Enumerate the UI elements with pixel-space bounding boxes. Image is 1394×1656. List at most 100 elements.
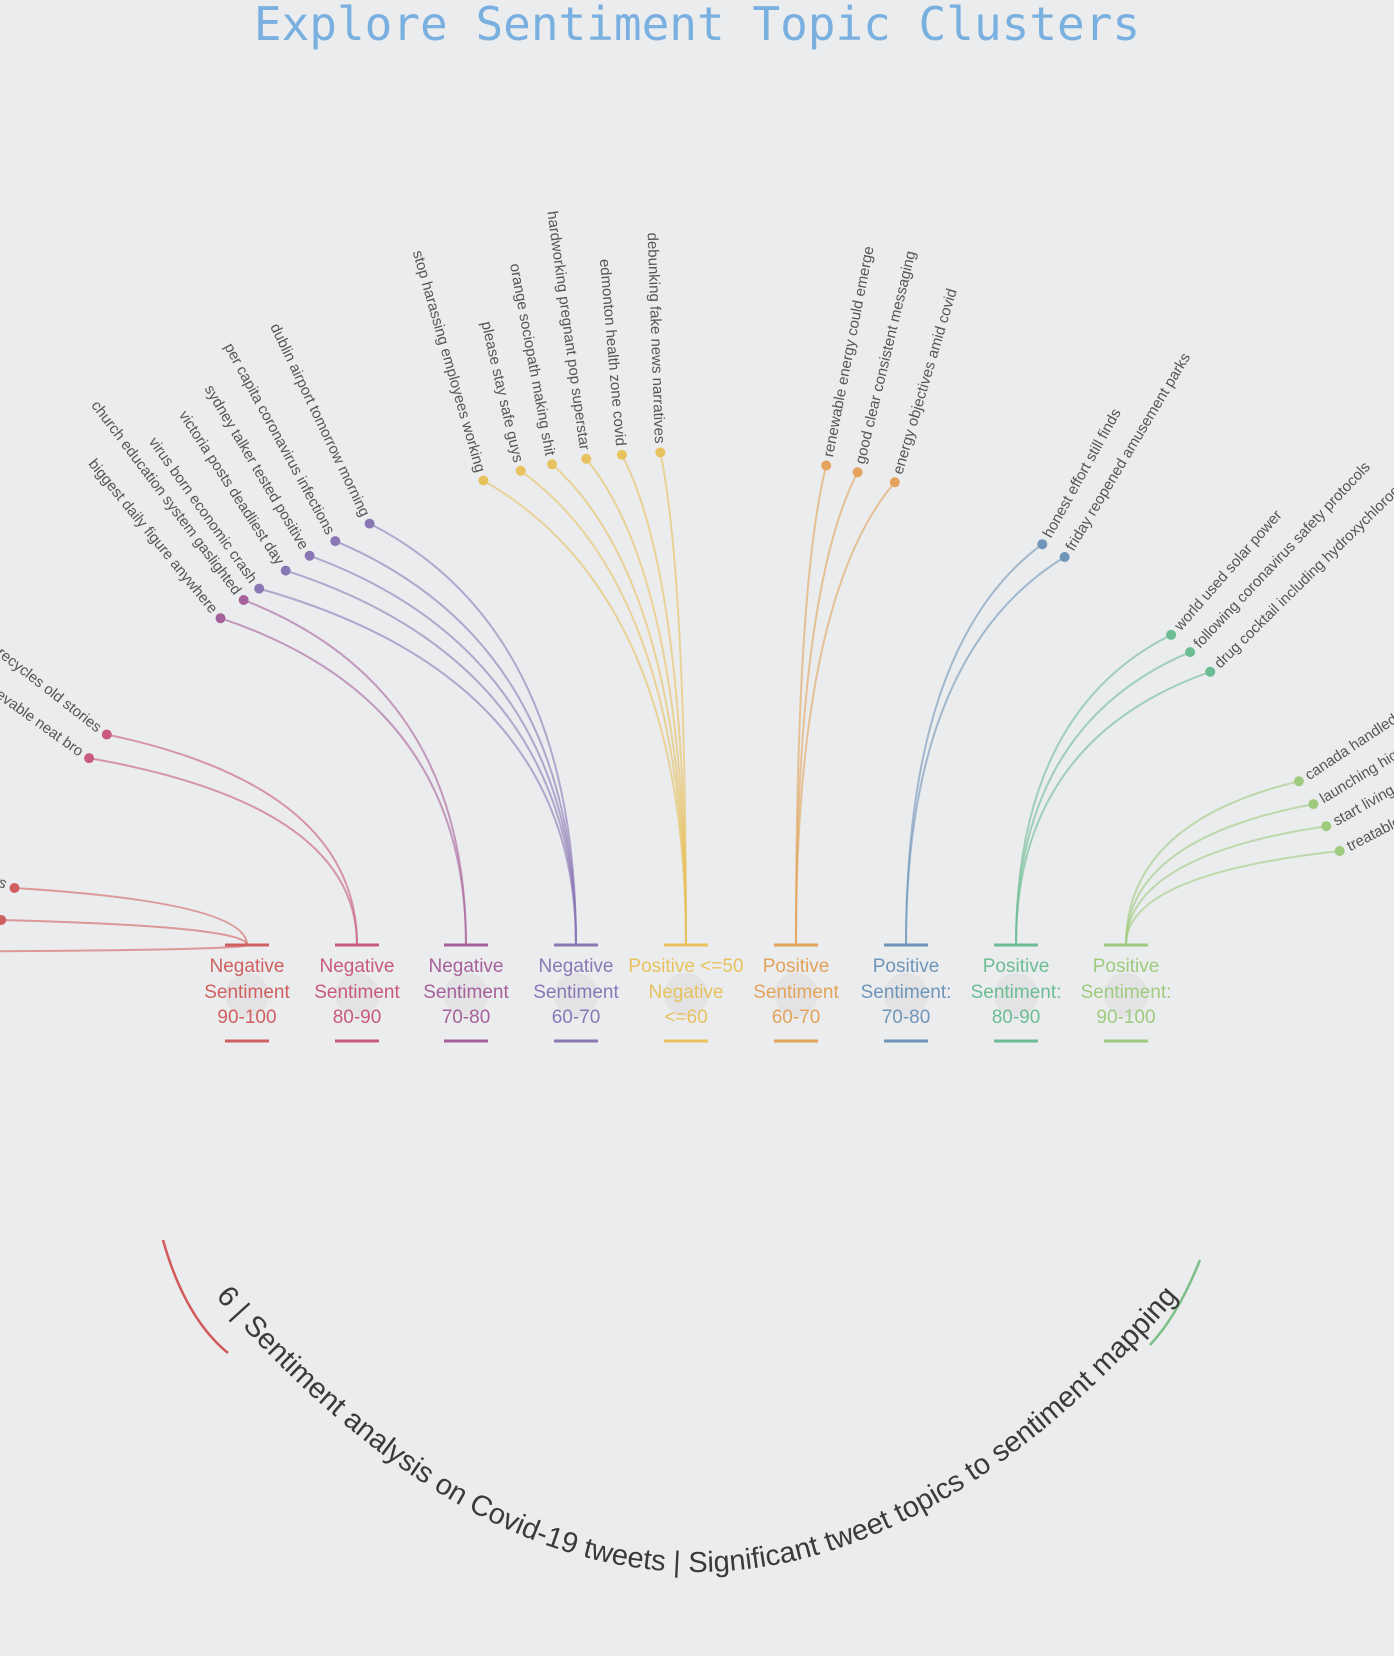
cluster-halo xyxy=(554,973,598,1017)
cluster-neg-80-90: media recycles old storiesepidemic unbel… xyxy=(0,616,400,1043)
topic-connector xyxy=(1015,670,1211,946)
topic-dot[interactable] xyxy=(547,459,558,470)
topic-dot[interactable] xyxy=(1334,846,1345,856)
cluster-label-line: Sentiment xyxy=(533,982,619,1003)
topic-connector xyxy=(795,465,828,946)
page-title: Explore Sentiment Topic Clusters xyxy=(254,0,1140,51)
topic-dot[interactable] xyxy=(1166,629,1177,640)
cluster-label-line: Positive xyxy=(1093,956,1160,977)
cluster-halo xyxy=(884,973,928,1017)
topic-label[interactable]: please stay safe guys xyxy=(477,320,526,464)
topic-dot[interactable] xyxy=(852,467,863,478)
cluster-label-line: Sentiment: xyxy=(1081,982,1172,1003)
topic-dot[interactable] xyxy=(655,447,666,458)
topic-dot[interactable] xyxy=(1308,799,1319,810)
cluster-label-line: 80-90 xyxy=(992,1007,1041,1028)
topic-dot[interactable] xyxy=(254,583,265,594)
topic-connector xyxy=(905,556,1066,946)
topic-dot[interactable] xyxy=(238,595,249,605)
topic-connector xyxy=(795,471,859,946)
topic-connector xyxy=(285,569,577,946)
topic-dot[interactable] xyxy=(1059,552,1070,562)
topic-dot[interactable] xyxy=(515,465,526,476)
topic-dot[interactable] xyxy=(304,550,315,561)
topic-dot[interactable] xyxy=(889,477,900,488)
cluster-neg-70-80: church education system gaslightedbigges… xyxy=(85,398,509,1043)
topic-dot[interactable] xyxy=(1321,821,1332,832)
topic-connector xyxy=(520,469,687,946)
topic-connector xyxy=(905,543,1043,946)
topic-connector xyxy=(258,587,577,946)
cluster-label-line: Positive xyxy=(983,956,1050,977)
topic-connector xyxy=(1125,850,1340,946)
topic-dot[interactable] xyxy=(821,460,832,471)
cluster-label-line: 70-80 xyxy=(882,1007,931,1028)
cluster-halo xyxy=(664,973,708,1017)
topic-connector xyxy=(14,887,248,946)
cluster-label-line: Sentiment: xyxy=(971,982,1062,1003)
topic-dot[interactable] xyxy=(101,729,112,740)
topic-dot[interactable] xyxy=(616,449,627,460)
cluster-label-line: Sentiment xyxy=(204,982,290,1003)
cluster-halo xyxy=(225,973,269,1017)
topic-label[interactable]: dublin airport tomorrow morning xyxy=(266,321,373,519)
cluster-label-line: Sentiment xyxy=(423,982,509,1003)
topic-label[interactable]: stop harassing employees working xyxy=(409,248,489,474)
topic-connector xyxy=(1015,651,1191,946)
topic-connector xyxy=(0,944,248,953)
cluster-neg-90-100: russians kill american soldiersletting c… xyxy=(0,796,290,1043)
topic-label[interactable]: media recycles old stories xyxy=(0,616,105,736)
cluster-label-line: 90-100 xyxy=(217,1007,276,1028)
cluster-halo xyxy=(774,973,818,1017)
cluster-label-line: 70-80 xyxy=(442,1007,491,1028)
topic-dot[interactable] xyxy=(1293,776,1304,787)
topic-dot[interactable] xyxy=(581,453,592,464)
cluster-label-line: 80-90 xyxy=(333,1007,382,1028)
topic-connector xyxy=(106,733,358,946)
topic-dot[interactable] xyxy=(330,536,341,547)
cluster-pos-90-100: canada handled coronavirus betterlaunchi… xyxy=(1081,642,1394,1043)
cluster-label-line: 90-100 xyxy=(1096,1007,1155,1028)
cluster-label-line: Negative xyxy=(539,956,614,977)
topic-dot[interactable] xyxy=(0,915,7,925)
topic-connector xyxy=(369,522,577,946)
topic-dot[interactable] xyxy=(9,883,20,893)
topic-connector xyxy=(334,540,577,946)
topic-label[interactable]: following coronavirus safety protocols xyxy=(1190,459,1373,652)
cluster-label-line: <=60 xyxy=(664,1007,707,1028)
cluster-groups: russians kill american soldiersletting c… xyxy=(0,210,1394,1043)
cluster-halo xyxy=(444,973,488,1017)
cluster-halo xyxy=(994,973,1038,1017)
cluster-label-line: Negative xyxy=(649,982,724,1003)
topic-label[interactable]: friday reopened amusement parks xyxy=(1062,350,1194,554)
topic-dot[interactable] xyxy=(280,565,291,576)
topic-connector xyxy=(1015,633,1172,946)
cluster-halo xyxy=(1104,973,1148,1017)
topic-connector xyxy=(1125,803,1314,946)
topic-dot[interactable] xyxy=(478,475,489,486)
topic-dot[interactable] xyxy=(1037,539,1048,550)
topic-connector xyxy=(220,617,467,946)
footer-arc-left xyxy=(161,1239,229,1354)
topic-dot[interactable] xyxy=(84,753,95,764)
topic-label[interactable]: edmonton health zone covid xyxy=(596,258,629,446)
cluster-label-line: Sentiment xyxy=(753,982,839,1003)
topic-dot[interactable] xyxy=(364,518,375,529)
cluster-label-line: Positive xyxy=(763,956,830,977)
topic-connector xyxy=(621,454,687,946)
topic-label[interactable]: russians kill american soldiers xyxy=(0,796,10,893)
topic-dot[interactable] xyxy=(215,613,226,624)
footer: 6 | Sentiment analysis on Covid-19 tweet… xyxy=(161,1239,1202,1579)
topic-label[interactable]: debunking fake news narratives xyxy=(644,232,668,443)
cluster-label-line: Sentiment: xyxy=(861,982,952,1003)
footer-caption: 6 | Sentiment analysis on Covid-19 tweet… xyxy=(210,1280,1184,1579)
topic-connector xyxy=(659,452,687,946)
topic-dot[interactable] xyxy=(1205,666,1216,677)
topic-dot[interactable] xyxy=(1185,647,1196,658)
topic-connector xyxy=(88,757,358,946)
cluster-label-line: Sentiment xyxy=(314,982,400,1003)
topic-connector xyxy=(1125,825,1327,946)
cluster-label-line: Positive xyxy=(873,956,940,977)
topic-connector xyxy=(243,599,467,946)
